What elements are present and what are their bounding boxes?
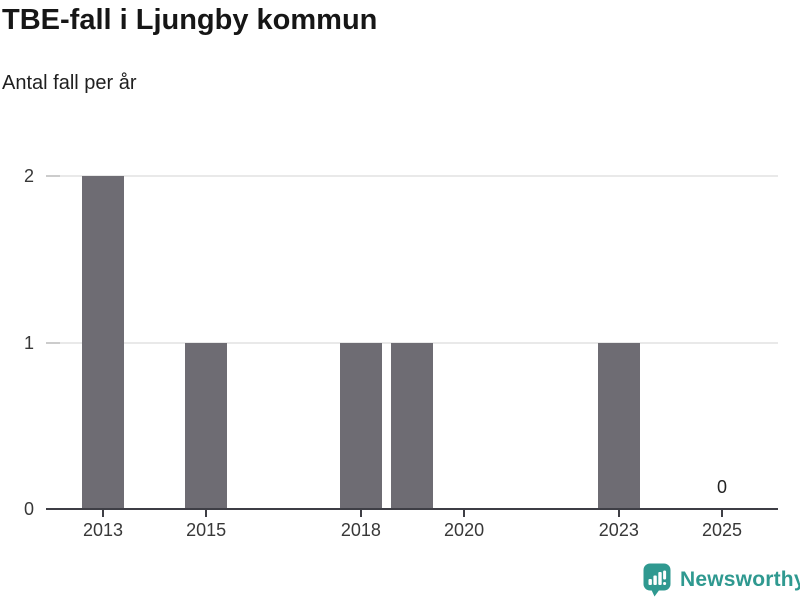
x-axis-tick-2013 xyxy=(102,510,104,517)
x-axis-label-2015: 2015 xyxy=(186,520,227,540)
newsworthy-wordmark: Newsworthy xyxy=(680,568,800,591)
x-axis-label-2025: 2025 xyxy=(701,520,742,540)
bar-2015 xyxy=(185,342,228,509)
value-label-2025: 0 xyxy=(716,477,727,497)
y-axis-label-2: 2 xyxy=(23,166,34,186)
chart-subtitle: Antal fall per år xyxy=(2,72,137,94)
chart-title: TBE-fall i Ljungby kommun xyxy=(2,4,378,36)
gridline-y-2 xyxy=(46,175,778,177)
x-axis-label-2023: 2023 xyxy=(598,520,639,540)
x-axis-tick-2018 xyxy=(359,510,362,517)
x-axis-label-2018: 2018 xyxy=(340,520,381,540)
newsworthy-logo: Newsworthy xyxy=(643,563,800,597)
bar-2019 xyxy=(391,342,434,509)
x-axis-tick-2020 xyxy=(463,510,466,517)
bar-2018 xyxy=(339,342,382,509)
x-axis-tick-2025 xyxy=(720,510,723,517)
bar-2023 xyxy=(597,342,640,509)
x-axis-line xyxy=(46,508,778,510)
y-axis-label-1: 1 xyxy=(23,332,34,353)
x-axis-label-2013: 2013 xyxy=(82,520,124,540)
x-axis-tick-2023 xyxy=(617,510,620,517)
y-axis-tick-1 xyxy=(46,341,60,344)
y-axis-label-0: 0 xyxy=(23,499,34,519)
x-axis-tick-2015 xyxy=(205,510,208,517)
newsworthy-bubble-icon xyxy=(643,563,671,597)
x-axis-label-2020: 2020 xyxy=(444,520,485,540)
y-axis-tick-2 xyxy=(46,175,60,177)
bar-2013 xyxy=(82,176,124,509)
